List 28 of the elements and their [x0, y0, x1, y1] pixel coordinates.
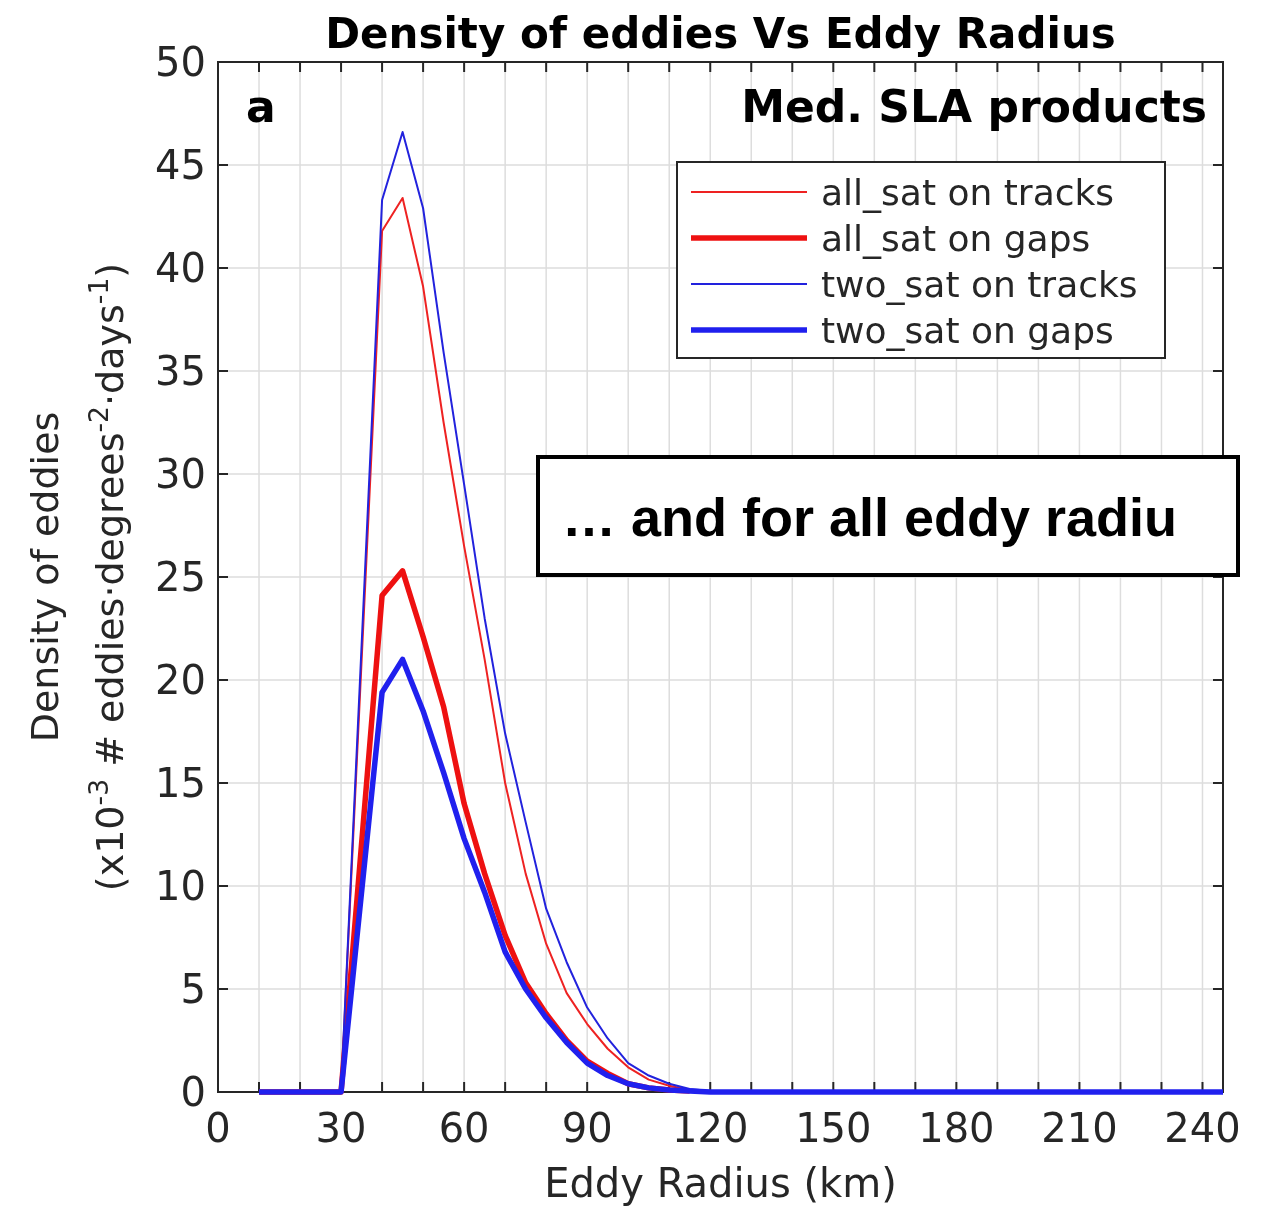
x-tick-label: 210	[1041, 1105, 1118, 1151]
x-tick-label: 60	[438, 1105, 490, 1151]
legend-label: all_sat on tracks	[821, 172, 1115, 213]
y-tick-label: 15	[155, 760, 206, 806]
y-tick-label: 40	[155, 245, 206, 291]
x-tick-label: 90	[561, 1105, 613, 1151]
y-tick-label: 50	[155, 39, 206, 85]
y-tick-label: 25	[155, 554, 206, 600]
y-tick-label: 35	[155, 348, 206, 394]
annotation: a	[246, 81, 276, 132]
x-tick-label: 180	[918, 1105, 995, 1151]
y-tick-label: 5	[180, 966, 206, 1012]
x-tick-label: 120	[672, 1105, 749, 1151]
x-tick-label: 150	[795, 1105, 872, 1151]
legend-label: two_sat on tracks	[821, 264, 1138, 305]
legend-label: two_sat on gaps	[821, 310, 1114, 351]
y-tick-label: 30	[155, 451, 206, 497]
y-tick-label: 10	[155, 863, 206, 909]
y-tick-label: 20	[155, 657, 206, 703]
x-tick-label: 240	[1164, 1105, 1241, 1151]
y-tick-label: 0	[180, 1069, 206, 1115]
annotation: Med. SLA products	[741, 81, 1207, 132]
y-tick-label: 45	[155, 142, 206, 188]
legend-label: all_sat on gaps	[821, 218, 1091, 259]
x-axis-title: Eddy Radius (km)	[544, 1160, 897, 1206]
annotation: … and for all eddy radiu	[562, 487, 1178, 547]
chart-title: Density of eddies Vs Eddy Radius	[325, 9, 1116, 58]
x-tick-label: 30	[315, 1105, 367, 1151]
